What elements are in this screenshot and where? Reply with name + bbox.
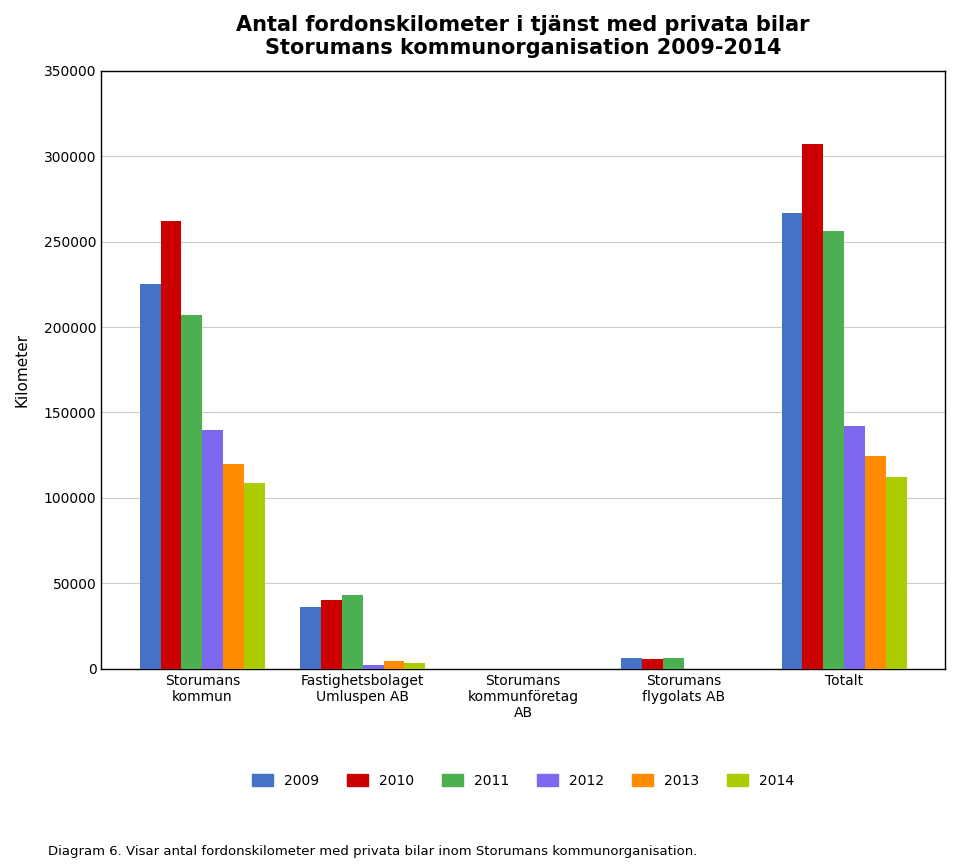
Text: Diagram 6. Visar antal fordonskilometer med privata bilar inom Storumans kommuno: Diagram 6. Visar antal fordonskilometer … <box>48 845 697 858</box>
Bar <box>662 658 684 668</box>
Legend: 2009, 2010, 2011, 2012, 2013, 2014: 2009, 2010, 2011, 2012, 2013, 2014 <box>247 768 800 793</box>
Bar <box>384 661 404 668</box>
Bar <box>160 221 181 668</box>
Bar <box>363 665 384 668</box>
Bar <box>181 315 203 668</box>
Y-axis label: Kilometer: Kilometer <box>15 333 30 407</box>
Bar <box>865 456 886 668</box>
Bar <box>244 483 265 668</box>
Bar <box>321 601 342 668</box>
Title: Antal fordonskilometer i tjänst med privata bilar
Storumans kommunorganisation 2: Antal fordonskilometer i tjänst med priv… <box>236 15 810 58</box>
Bar <box>342 596 363 668</box>
Bar <box>404 662 425 668</box>
Bar <box>203 429 223 668</box>
Bar <box>824 231 844 668</box>
Bar <box>300 607 321 668</box>
Bar <box>140 284 160 668</box>
Bar <box>886 478 906 668</box>
Bar <box>803 144 824 668</box>
Bar <box>621 658 642 668</box>
Bar <box>844 427 865 668</box>
Bar <box>781 212 803 668</box>
Bar <box>223 464 244 668</box>
Bar <box>642 659 662 668</box>
